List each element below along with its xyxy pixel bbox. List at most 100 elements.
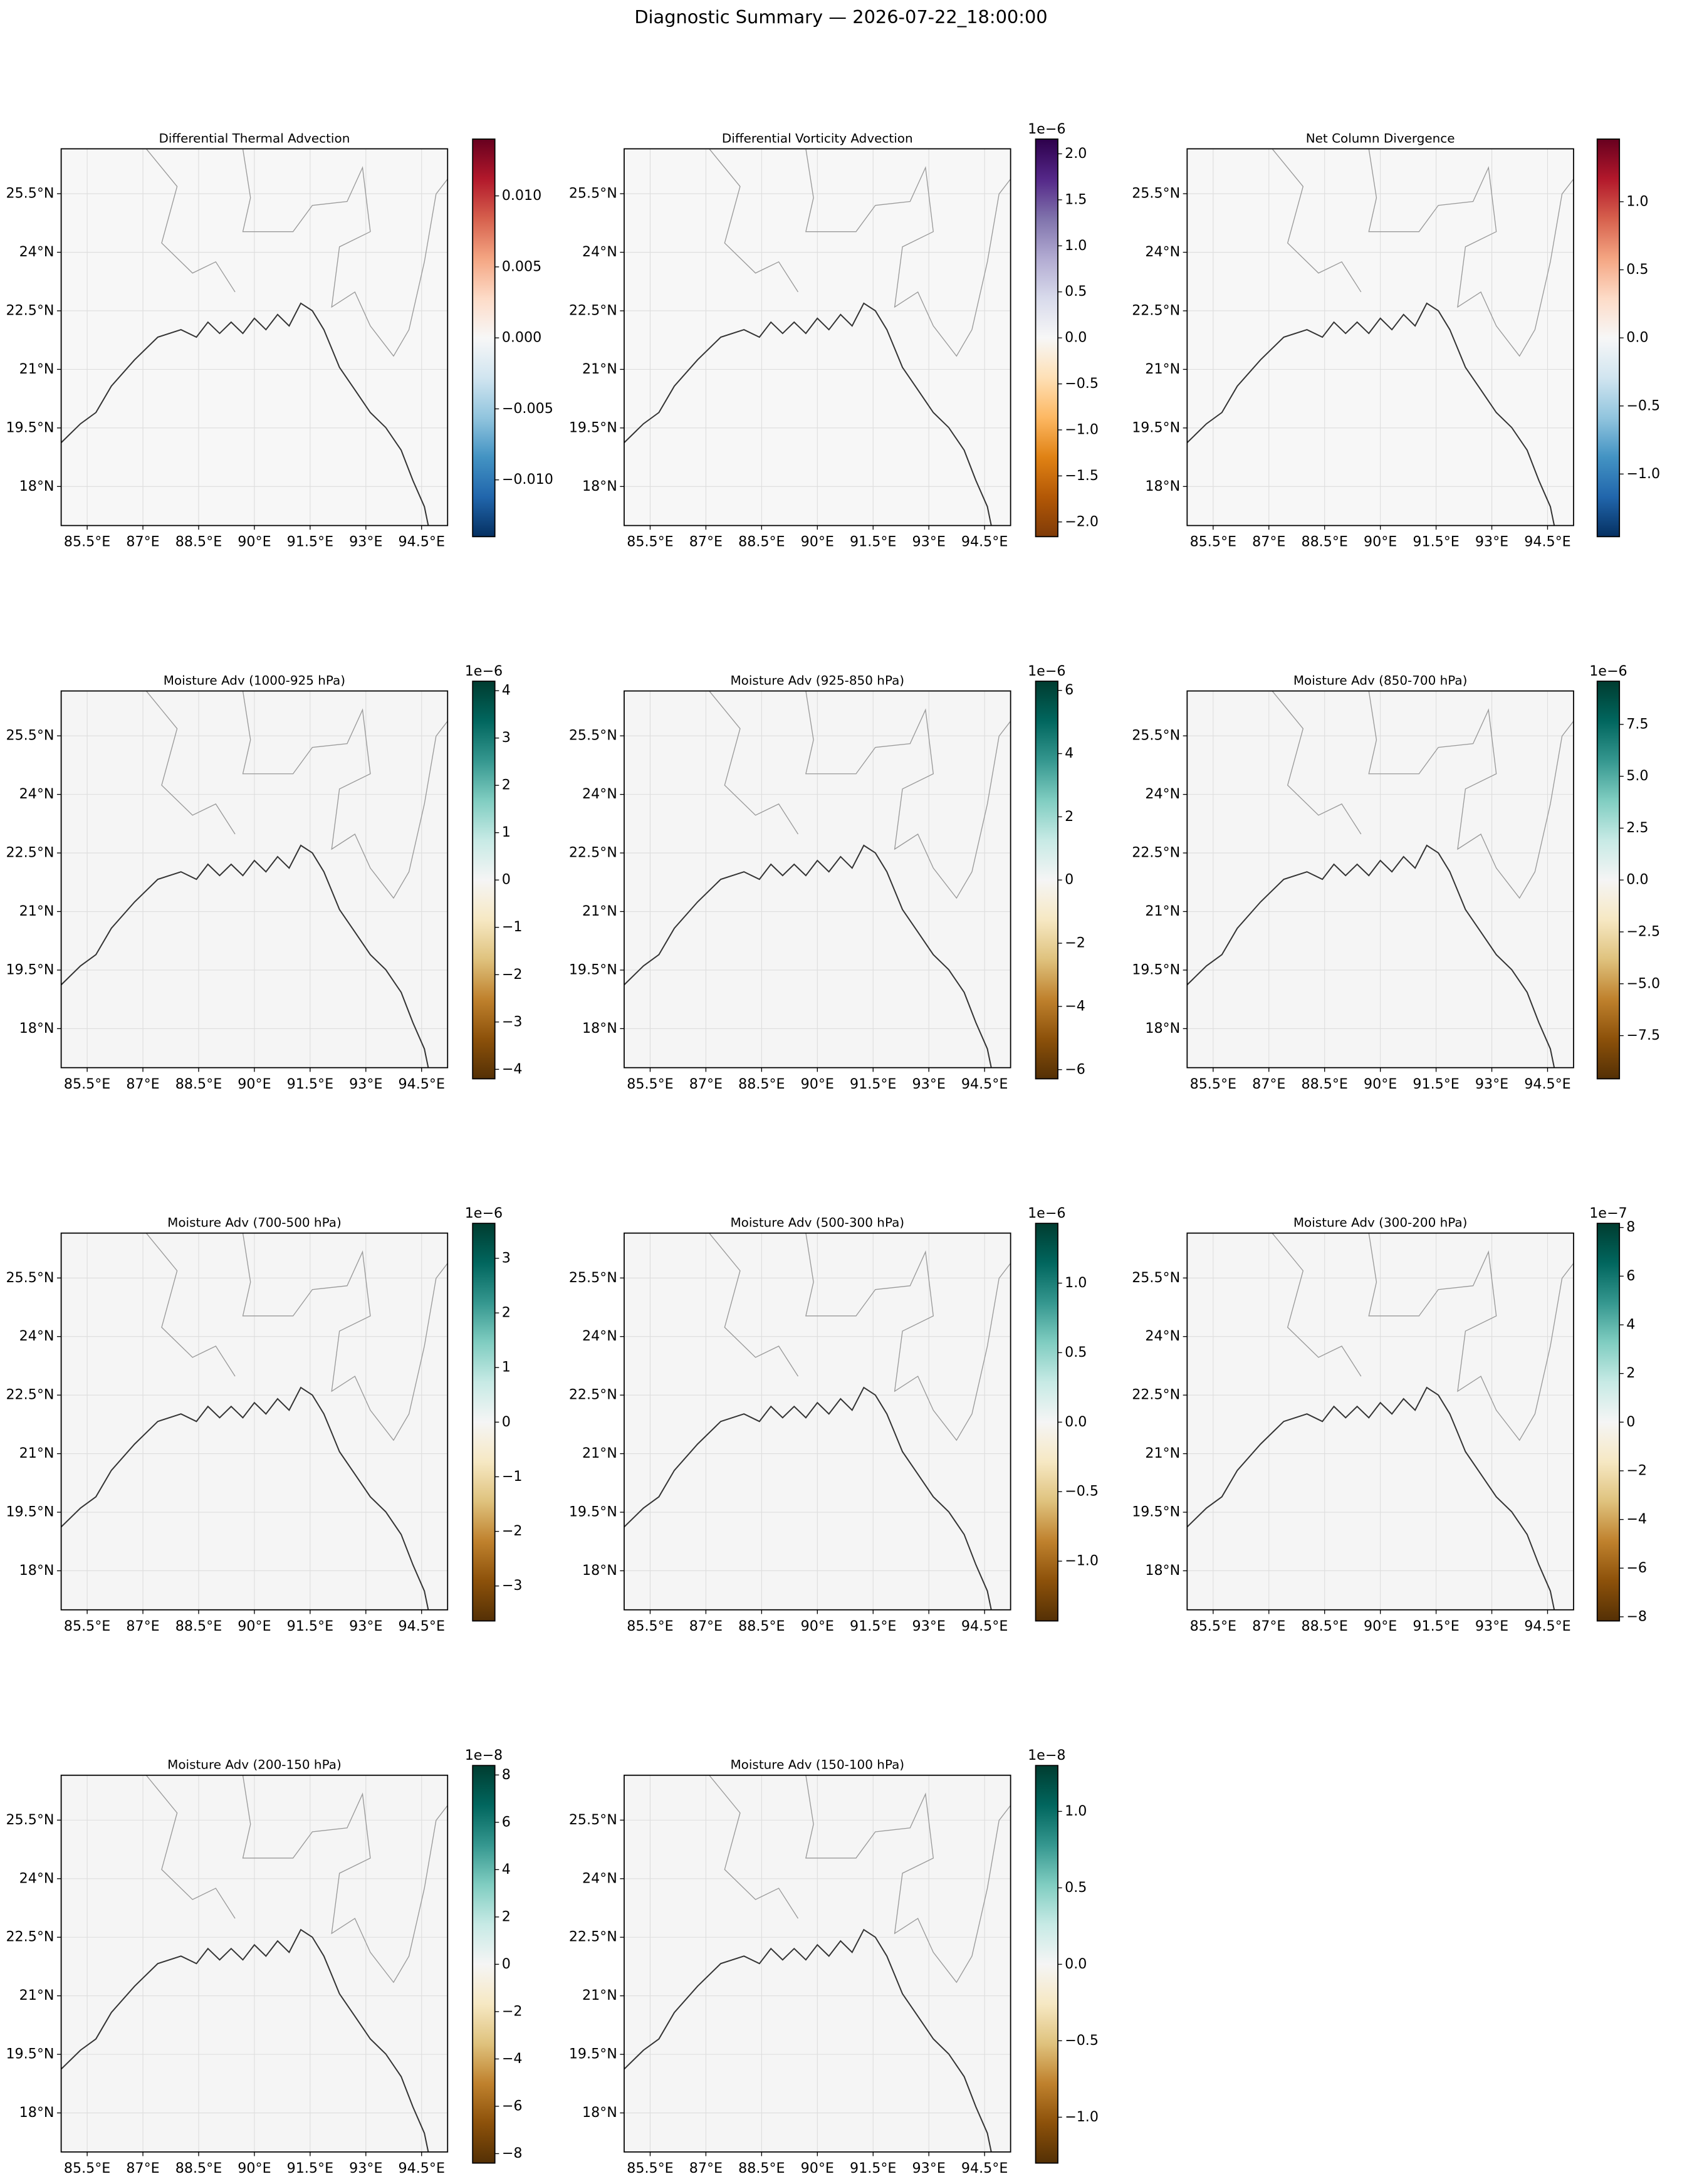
y-tick-label: 21°N <box>1145 361 1180 377</box>
x-tick-label: 93°E <box>912 1076 946 1092</box>
colorbar-tick-label: 2 <box>502 1908 511 1925</box>
x-tick-label: 87°E <box>1252 534 1285 550</box>
y-tick-label: 21°N <box>19 903 55 919</box>
border-line <box>242 149 448 357</box>
y-tick-label: 18°N <box>1145 478 1180 494</box>
colorbar <box>472 1223 496 1622</box>
y-tick-label: 18°N <box>582 478 617 494</box>
panel-title: Net Column Divergence <box>1306 130 1455 145</box>
x-tick-label: 88.5°E <box>175 534 222 550</box>
x-tick-label: 85.5°E <box>627 534 673 550</box>
y-tick-label: 22.5°N <box>1132 845 1180 861</box>
x-tick-label: 90°E <box>801 534 834 550</box>
y-tick-label: 19.5°N <box>569 1504 617 1520</box>
colorbar-offset: 1e−6 <box>1028 121 1065 137</box>
colorbar-tick-label: 3 <box>502 1250 511 1266</box>
colorbar-tick-label: 2 <box>1065 808 1073 825</box>
colorbar-tick-label: −2 <box>502 2003 523 2019</box>
colorbar-tick-label: 8 <box>1626 1219 1635 1235</box>
y-tick-label: 21°N <box>1145 903 1180 919</box>
x-tick-label: 90°E <box>238 534 271 550</box>
colorbar-tick-label: 1.0 <box>1626 193 1648 209</box>
y-tick-label: 19.5°N <box>6 961 54 978</box>
panel-title: Moisture Adv (500-300 hPa) <box>730 1215 904 1230</box>
y-tick-label: 19.5°N <box>569 419 617 436</box>
colorbar-tick-label: 2.5 <box>1626 820 1648 836</box>
colorbar-tick-label: 2 <box>1626 1365 1635 1381</box>
colorbar-tick-label: 0.5 <box>1626 261 1648 278</box>
x-tick-label: 93°E <box>349 1076 382 1092</box>
colorbar-tick-label: −4 <box>1626 1511 1647 1527</box>
panel: Moisture Adv (850-700 hPa) 85.5°E 87°E 88.5… <box>1132 663 1660 1092</box>
x-tick-label: 91.5°E <box>850 1076 896 1092</box>
colorbar-tick-label: 4 <box>502 1861 511 1878</box>
y-tick-label: 25.5°N <box>6 728 54 744</box>
colorbar-tick-label: 0 <box>502 1956 511 1972</box>
y-tick-label: 24°N <box>19 786 55 802</box>
colorbar-tick-label: −0.010 <box>502 471 553 488</box>
x-tick-label: 87°E <box>1252 1076 1285 1092</box>
x-tick-label: 85.5°E <box>627 2160 673 2176</box>
colorbar-tick-label: 1 <box>502 1359 511 1376</box>
y-tick-label: 22.5°N <box>569 302 617 318</box>
border-line <box>242 691 448 899</box>
y-tick-label: 18°N <box>582 1020 617 1037</box>
colorbar-tick-label: 0.0 <box>1065 1414 1087 1430</box>
panel: Moisture Adv (300-200 hPa) 85.5°E 87°E 88.5… <box>1132 1205 1647 1634</box>
colorbar-tick-label: 0 <box>502 1414 511 1430</box>
colorbar-tick-label: −8 <box>502 2145 523 2161</box>
x-tick-label: 85.5°E <box>1190 534 1236 550</box>
y-tick-label: 19.5°N <box>6 2046 54 2062</box>
colorbar <box>472 681 496 1080</box>
x-tick-label: 90°E <box>1364 1618 1397 1634</box>
colorbar-tick-label: −2 <box>502 966 523 983</box>
y-tick-label: 21°N <box>19 1445 55 1461</box>
y-tick-label: 21°N <box>19 361 55 377</box>
y-tick-label: 19.5°N <box>6 1504 54 1520</box>
panel-title: Moisture Adv (700-500 hPa) <box>167 1215 342 1230</box>
colorbar-tick-label: 0 <box>1626 1414 1635 1430</box>
border-line <box>242 1233 448 1441</box>
colorbar-offset: 1e−6 <box>465 663 503 679</box>
x-tick-label: 87°E <box>1252 1618 1285 1634</box>
colorbar-tick-label: −1.0 <box>1065 1553 1099 1569</box>
y-tick-label: 18°N <box>1145 1020 1180 1037</box>
y-tick-label: 21°N <box>582 903 617 919</box>
coastline <box>1186 302 1555 526</box>
y-tick-label: 25.5°N <box>569 1812 617 1828</box>
y-tick-label: 18°N <box>1145 1562 1180 1579</box>
y-tick-label: 19.5°N <box>1132 419 1180 436</box>
border-line <box>242 1775 448 1983</box>
panel-title: Moisture Adv (150-100 hPa) <box>730 1757 904 1772</box>
coastline <box>60 1928 429 2153</box>
colorbar <box>1596 138 1621 538</box>
y-tick-label: 18°N <box>19 1562 55 1579</box>
y-tick-label: 22.5°N <box>6 845 54 861</box>
figure-title: Diagnostic Summary — 2026-07-22_18:00:00 <box>634 6 1047 28</box>
border-line <box>1368 691 1574 899</box>
colorbar-tick-label: 2.0 <box>1065 145 1087 162</box>
panel: Moisture Adv (1000-925 hPa) 85.5°E 87°E 88.… <box>6 663 522 1092</box>
y-tick-label: 19.5°N <box>6 419 54 436</box>
x-tick-label: 88.5°E <box>738 1618 785 1634</box>
x-tick-label: 87°E <box>126 534 159 550</box>
border-line <box>805 149 1011 357</box>
x-tick-label: 91.5°E <box>850 1618 896 1634</box>
colorbar-tick-label: 4 <box>502 682 511 699</box>
x-tick-label: 85.5°E <box>1190 1076 1236 1092</box>
border-line <box>145 149 236 293</box>
border-line <box>145 1233 236 1377</box>
x-tick-label: 90°E <box>238 1618 271 1634</box>
coastline <box>1186 1386 1555 1610</box>
x-tick-label: 93°E <box>349 534 382 550</box>
y-tick-label: 19.5°N <box>569 961 617 978</box>
colorbar-offset: 1e−8 <box>1028 1747 1065 1763</box>
colorbar-tick-label: 1.0 <box>1065 1803 1087 1819</box>
panel-title: Moisture Adv (200-150 hPa) <box>167 1757 342 1772</box>
x-tick-label: 90°E <box>801 2160 834 2176</box>
x-tick-label: 94.5°E <box>1524 1618 1570 1634</box>
x-tick-label: 91.5°E <box>287 534 333 550</box>
colorbar <box>1035 681 1058 1080</box>
x-tick-label: 93°E <box>912 534 946 550</box>
